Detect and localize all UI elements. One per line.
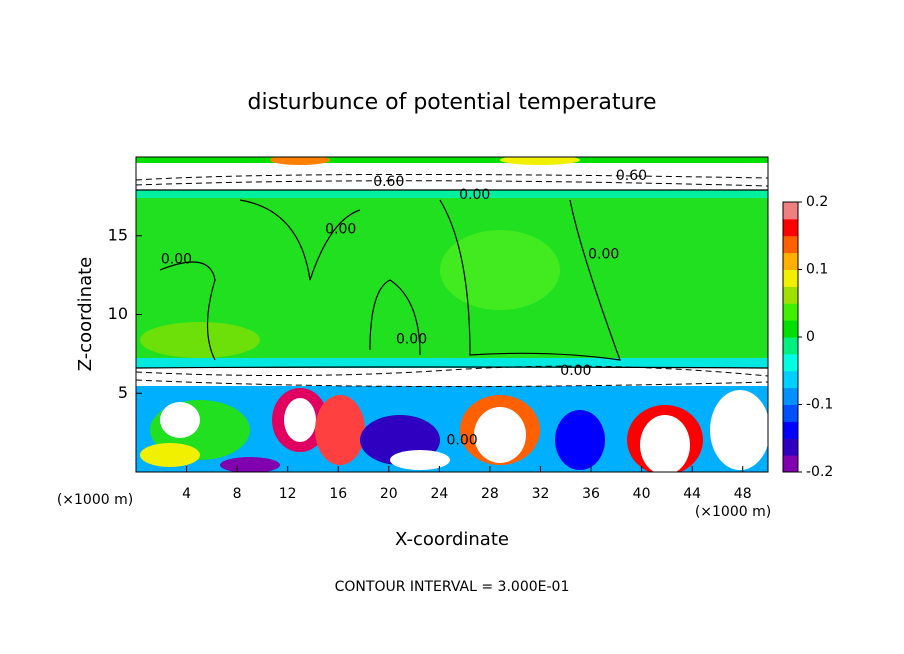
colorbar-tick-label: -0.2 (806, 464, 833, 480)
x-unit-label: (×1000 m) (57, 492, 133, 508)
colorbar-swatch (783, 387, 798, 405)
contour-label: 0.00 (588, 247, 619, 263)
colorbar-swatch (783, 404, 798, 422)
x-tick-label: 16 (329, 486, 347, 502)
footer-note: CONTOUR INTERVAL = 3.000E-01 (335, 579, 570, 595)
contour-label: 0.00 (560, 363, 591, 379)
x-tick-label: 40 (633, 486, 651, 502)
colorbar-tick-label: 0.2 (806, 194, 828, 210)
chart-title: disturbunce of potential temperature (248, 90, 657, 115)
x-unit-label: (×1000 m) (695, 504, 771, 520)
contour-label: 0.00 (447, 433, 478, 449)
x-tick-label: 4 (182, 486, 191, 502)
x-tick-label: 12 (279, 486, 297, 502)
x-axis-label: X-coordinate (395, 529, 509, 550)
colorbar-swatch (783, 303, 798, 321)
colorbar-tick-label: 0 (806, 329, 815, 345)
colorbar-swatch (783, 455, 798, 473)
colorbar-swatch (783, 421, 798, 439)
y-tick-label: 5 (118, 383, 128, 402)
colorbar-swatch (783, 353, 798, 372)
colorbar-swatch (783, 337, 798, 355)
x-tick-label: 28 (481, 486, 499, 502)
contour-label: 0.00 (459, 187, 490, 203)
y-tick-label: 10 (108, 304, 128, 323)
x-tick-label: 20 (380, 486, 398, 502)
colorbar-swatch (783, 269, 798, 287)
x-tick-label: 24 (430, 486, 448, 502)
x-tick-label: 44 (683, 486, 701, 502)
x-tick-label: 32 (532, 486, 550, 502)
contour-label: 0.00 (325, 221, 356, 237)
colorbar-tick-label: 0.1 (806, 262, 828, 278)
colorbar-swatch (783, 286, 798, 304)
contour-label: 0.60 (616, 168, 647, 184)
contour-label: 0.00 (396, 332, 427, 348)
contour-label: 0.00 (161, 251, 192, 267)
colorbar-swatch (783, 218, 798, 237)
contour-label: 0.60 (373, 174, 404, 190)
field (136, 157, 768, 472)
x-tick-label: 48 (734, 486, 752, 502)
y-axis-label: Z-coordinate (75, 257, 96, 372)
x-tick-label: 36 (582, 486, 600, 502)
colorbar-tick-label: -0.1 (806, 397, 833, 413)
colorbar-swatch (783, 252, 798, 270)
colorbar-swatch (783, 370, 798, 389)
y-tick-label: 15 (108, 225, 128, 244)
colorbar-swatch (783, 235, 798, 254)
x-tick-label: 8 (233, 486, 242, 502)
colorbar-swatch (783, 438, 798, 456)
colorbar-swatch (783, 320, 798, 338)
colorbar-swatch (783, 202, 798, 220)
